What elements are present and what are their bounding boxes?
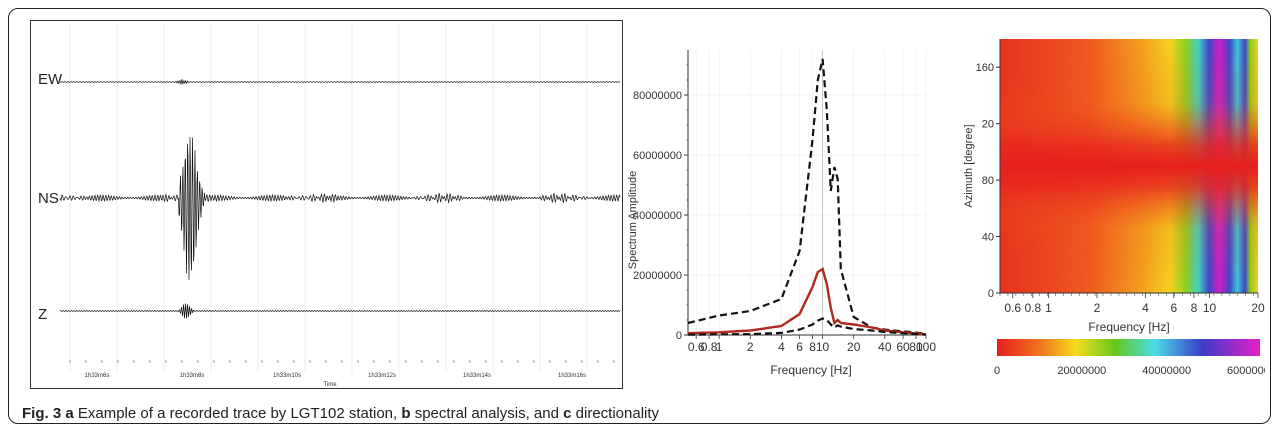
time-tick-label: 1h33m6s bbox=[85, 373, 110, 379]
spectrum-ylabel: Spectrum Amplitude bbox=[628, 171, 639, 269]
spectrum-xtick-label: 10 bbox=[816, 340, 830, 354]
panel-a-border bbox=[30, 20, 623, 389]
caption-a-text: Example of a recorded trace by LGT102 st… bbox=[77, 405, 398, 422]
heatmap-xlabel: Frequency [Hz] bbox=[1088, 320, 1169, 334]
heatmap-xtick-label: 20 bbox=[1251, 301, 1265, 315]
spectrum-xtick-label: 1 bbox=[716, 340, 723, 354]
azimuth-ylabel: Azimuth [degree] bbox=[963, 124, 975, 207]
channel-label-ew: EW bbox=[38, 71, 63, 88]
heatmap-xtick-label: 0.6 bbox=[1004, 301, 1021, 315]
time-tick-label: 1h33m16s bbox=[558, 373, 586, 379]
channel-label-z: Z bbox=[38, 306, 47, 323]
spectrum-xtick-label: 20 bbox=[847, 340, 861, 354]
heatmap-ytick-label: 40 bbox=[982, 232, 994, 244]
trace-z bbox=[59, 303, 621, 319]
spectrum-xtick-label: 6 bbox=[796, 340, 803, 354]
panel-b-spectrum: 0 20000000 40000000 60000000 80000000 0.60.8… bbox=[628, 50, 936, 377]
heatmap-ytick-label: 80 bbox=[982, 175, 994, 187]
spectrum-xtick-label: 40 bbox=[878, 340, 892, 354]
caption-c-text: directionality bbox=[575, 405, 660, 422]
time-tick-label: 1h33m12s bbox=[368, 373, 396, 379]
trace-ns bbox=[59, 137, 621, 280]
heatmap-azimuth-band bbox=[1000, 39, 1258, 293]
channel-label-ns: NS bbox=[38, 190, 59, 207]
heatmap-ytick-label: 160 bbox=[976, 62, 994, 74]
colorbar-label: 60000000 bbox=[1227, 365, 1265, 377]
heatmap-xtick-label: 1 bbox=[1045, 301, 1052, 315]
time-tick-label: 1h33m8s bbox=[180, 373, 205, 379]
spectrum-xlabel: Frequency [Hz] bbox=[770, 363, 851, 377]
caption-b-text: spectral analysis, and bbox=[414, 405, 559, 422]
time-tick-label: 1h33m10s bbox=[273, 373, 301, 379]
spectrum-ytick-label: 20000000 bbox=[633, 270, 682, 282]
spectrum-xtick-label: 100 bbox=[916, 340, 936, 354]
panel-c-directionality: 0 40 80 20 160 0.6 0.8 1 2 4 6 8 10 20 Azimuth [degr… bbox=[963, 39, 1265, 377]
heatmap-xtick-label: 0.8 bbox=[1025, 301, 1042, 315]
spectrum-series-0 bbox=[687, 58, 927, 335]
spectrum-xtick-label: 0.6 bbox=[688, 340, 705, 354]
spectrum-ytick-label: 80000000 bbox=[633, 90, 682, 102]
panel-a-seismogram: EW NS Z 1h33m6s 1h33m8s 1h33m10s 1h33m12s 1h… bbox=[30, 20, 623, 389]
heatmap-xtick-label: 8 bbox=[1191, 301, 1198, 315]
heatmap-ytick-label: 0 bbox=[988, 288, 994, 300]
trace-ew bbox=[59, 78, 621, 86]
colorbar-label: 0 bbox=[994, 365, 1000, 377]
time-axis-label: Time bbox=[323, 382, 337, 388]
colorbar bbox=[997, 339, 1260, 356]
spectrum-xtick-label: 80 bbox=[909, 340, 923, 354]
spectrum-ytick-label: 40000000 bbox=[633, 210, 682, 222]
heatmap-ytick-label: 20 bbox=[982, 119, 994, 131]
spectrum-xtick-label: 8 bbox=[809, 340, 816, 354]
heatmap-xtick-label: 4 bbox=[1142, 301, 1149, 315]
figure-frame bbox=[8, 8, 1271, 424]
figure-caption: Fig. 3 a Example of a recorded trace by … bbox=[22, 405, 659, 422]
time-tick-label: 1h33m14s bbox=[463, 373, 491, 379]
spectrum-xtick-label: 4 bbox=[778, 340, 785, 354]
spectrum-xtick-label: 2 bbox=[747, 340, 754, 354]
spectrum-series-2 bbox=[687, 317, 927, 336]
heatmap-xtick-label: 10 bbox=[1203, 301, 1217, 315]
spectrum-xtick-label: 0.8 bbox=[701, 340, 718, 354]
spectrum-ytick-label: 0 bbox=[676, 330, 682, 342]
colorbar-label: 20000000 bbox=[1057, 365, 1106, 377]
caption-c-label: c bbox=[563, 405, 572, 422]
colorbar-label: 40000000 bbox=[1142, 365, 1191, 377]
caption-b-label: b bbox=[401, 405, 411, 422]
spectrum-series-1 bbox=[687, 267, 927, 336]
caption-a-label: a bbox=[65, 405, 74, 422]
spectrum-xtick-label: 60 bbox=[896, 340, 910, 354]
heatmap-xtick-label: 2 bbox=[1094, 301, 1101, 315]
caption-fig-label: Fig. 3 bbox=[22, 405, 62, 422]
heatmap-xtick-label: 6 bbox=[1170, 301, 1177, 315]
spectrum-ytick-label: 60000000 bbox=[633, 150, 682, 162]
